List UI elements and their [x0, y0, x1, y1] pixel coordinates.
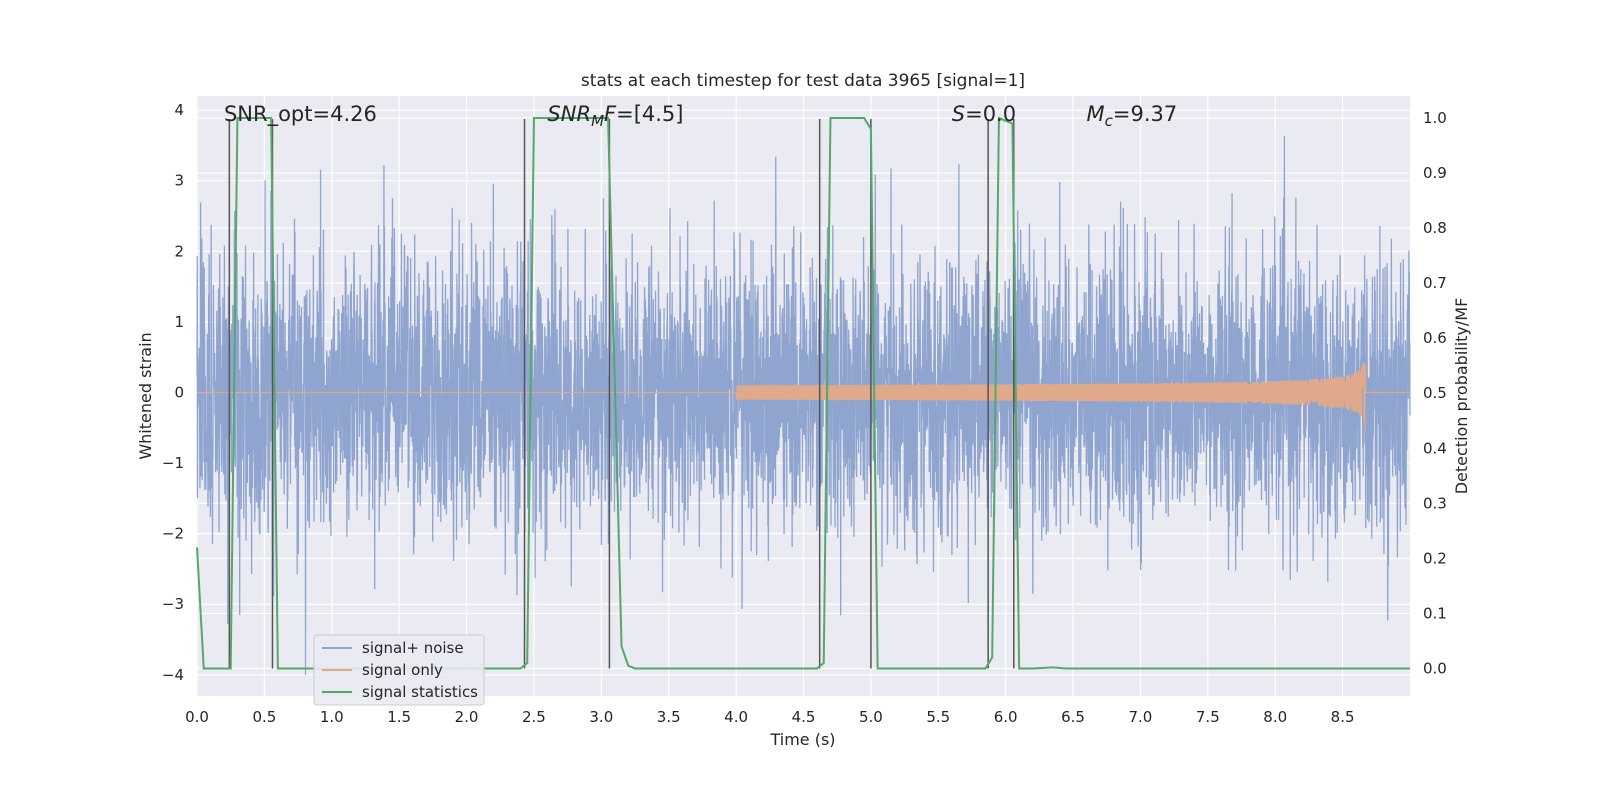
series-line-signal-noise — [196, 135, 1411, 675]
annotation-text: SNR_opt=4.26 — [224, 102, 377, 127]
x-tick-label: 4.0 — [724, 708, 748, 726]
right-tick-label: 1.0 — [1423, 109, 1447, 127]
x-tick-label: 3.0 — [589, 708, 613, 726]
x-tick-label: 7.5 — [1196, 708, 1220, 726]
x-axis-title: Time (s) — [769, 730, 835, 749]
left-tick-label: −3 — [162, 595, 184, 613]
right-tick-label: 0.6 — [1423, 329, 1447, 347]
series-line-signal-statistics — [196, 116, 1410, 670]
right-tick-label: 0.1 — [1423, 604, 1447, 622]
statistics-series — [196, 116, 1410, 670]
right-axis-title: Detection probability/MF — [1452, 298, 1471, 495]
legend-label: signal statistics — [362, 683, 478, 701]
annotation-text: Mc=9.37 — [1087, 102, 1178, 130]
left-tick-label: 4 — [174, 101, 184, 119]
noise-series — [196, 135, 1411, 675]
annotations: SNR_opt=4.26 SNRMF=[4.5] S=0.0 Mc=9.37 — [224, 102, 1177, 130]
right-tick-label: 0.9 — [1423, 164, 1447, 182]
x-tick-label: 8.5 — [1331, 708, 1355, 726]
left-tick-label: 1 — [174, 313, 184, 331]
right-tick-label: 0.8 — [1423, 219, 1447, 237]
legend: signal+ noise signal only signal statistic… — [313, 634, 485, 706]
x-tick-label: 2.0 — [455, 708, 479, 726]
right-tick-label: 0.5 — [1423, 384, 1447, 402]
legend-label: signal+ noise — [362, 639, 464, 657]
left-tick-label: 3 — [174, 172, 184, 190]
x-tick-label: 5.5 — [926, 708, 950, 726]
x-tick-label: 7.0 — [1129, 708, 1153, 726]
x-tick-label: 2.5 — [522, 708, 546, 726]
x-tick-label: 8.0 — [1263, 708, 1287, 726]
left-tick-label: −1 — [162, 454, 184, 472]
x-tick-labels: 0.0 0.5 1.0 1.5 2.0 2.5 3.0 3.5 4.0 4.5 5.0 5.5 6.0 6… — [185, 708, 1354, 726]
detection-lines — [228, 119, 1015, 669]
legend-label: signal only — [362, 661, 443, 679]
x-tick-label: 4.5 — [792, 708, 816, 726]
annotation-text: SNRMF=[4.5] — [547, 102, 683, 130]
right-tick-label: 0.4 — [1423, 439, 1447, 457]
right-tick-label: 0.3 — [1423, 494, 1447, 512]
chart-title: stats at each timestep for test data 396… — [581, 71, 1025, 91]
left-tick-label: −2 — [162, 525, 184, 543]
x-tick-label: 1.5 — [387, 708, 411, 726]
x-tick-label: 6.5 — [1061, 708, 1085, 726]
signal-series — [197, 362, 1410, 433]
left-axis-title: Whitened strain — [136, 332, 155, 459]
left-tick-labels: −4 −3 −2 −1 0 1 2 3 4 — [162, 101, 184, 684]
x-tick-label: 5.0 — [859, 708, 883, 726]
annotation-text: S=0.0 — [952, 102, 1016, 126]
x-tick-label: 0.5 — [252, 708, 276, 726]
left-tick-label: 2 — [174, 242, 184, 260]
x-tick-label: 6.0 — [994, 708, 1018, 726]
x-tick-label: 1.0 — [320, 708, 344, 726]
right-tick-label: 0.7 — [1423, 274, 1447, 292]
legend-box — [313, 634, 485, 706]
right-tick-labels: 0.0 0.1 0.2 0.3 0.4 0.5 0.6 0.7 0.8 0.9 1.0 — [1423, 109, 1447, 677]
x-tick-label: 0.0 — [185, 708, 209, 726]
right-tick-label: 0.0 — [1423, 659, 1447, 677]
right-tick-label: 0.2 — [1423, 549, 1447, 567]
x-tick-label: 3.5 — [657, 708, 681, 726]
series-line-signal-only — [197, 362, 1410, 433]
left-tick-label: −4 — [162, 666, 184, 684]
left-tick-label: 0 — [174, 383, 184, 401]
